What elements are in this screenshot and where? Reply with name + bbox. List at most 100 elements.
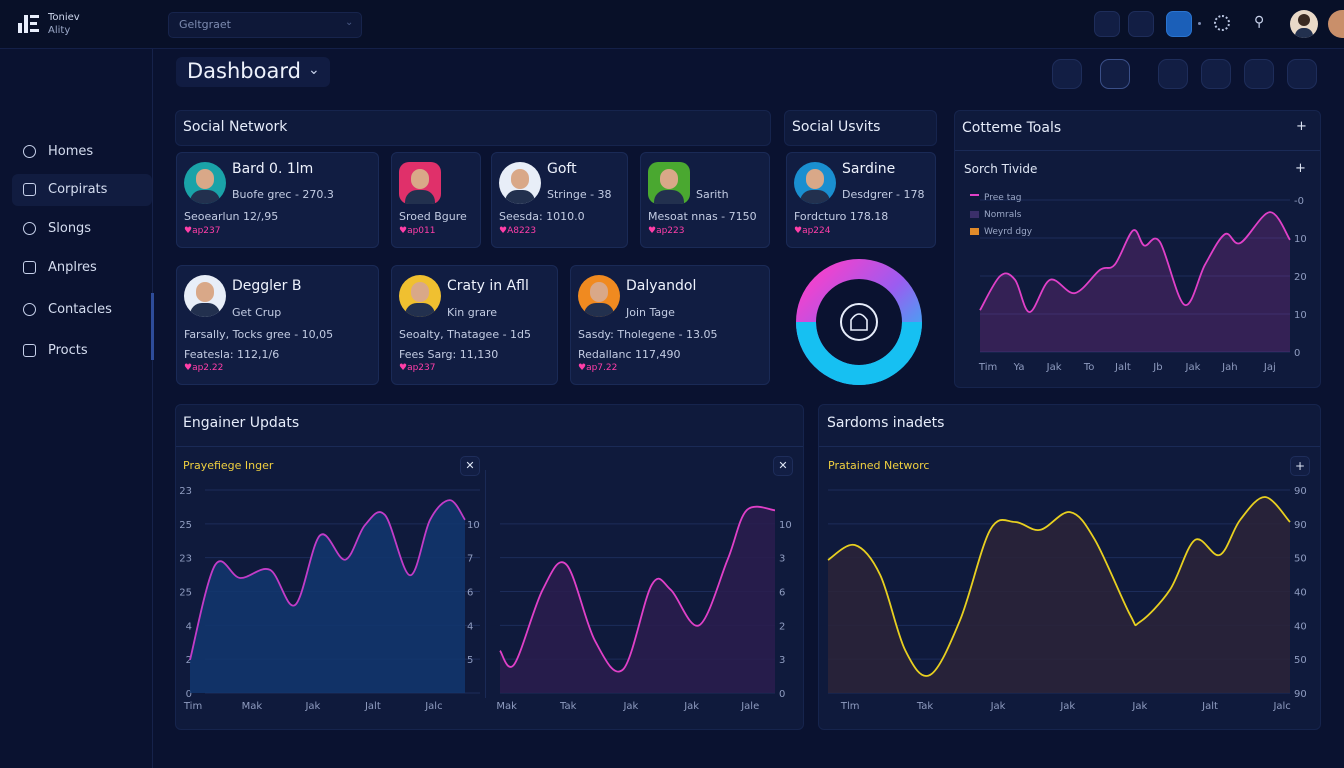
y-tick-label: 0: [1294, 348, 1300, 359]
card-name: Sardine: [842, 161, 896, 177]
panel-subtitle: Prayefiege Inger: [183, 459, 274, 472]
y2-tick-label: 4: [467, 621, 473, 632]
custom-tools-panel: [954, 110, 1321, 388]
x-tick-label: Jak: [1059, 701, 1075, 712]
sidebar: [0, 49, 153, 768]
y-tick-label: 25: [179, 520, 192, 531]
y-tick-label: 90: [1294, 689, 1307, 700]
y-tick-label: 20: [1294, 272, 1307, 283]
top-icon[interactable]: [1094, 11, 1120, 37]
donut-hole: [817, 280, 901, 364]
brand-tagline: Ality: [48, 25, 71, 36]
sidebar-indicator: [151, 293, 154, 360]
tool-icon[interactable]: [1201, 59, 1231, 89]
x-tick-label: Jalc: [424, 701, 442, 712]
card-stat: ♥ap7.22: [578, 363, 618, 373]
close-button[interactable]: ✕: [460, 456, 480, 476]
tool-icon[interactable]: [1244, 59, 1274, 89]
user-avatar[interactable]: [1290, 10, 1318, 38]
search-box[interactable]: Geltgraet ⌄: [168, 12, 362, 38]
x-tick-label: Mak: [242, 701, 263, 712]
dot: [1198, 22, 1201, 25]
top-icon-active[interactable]: [1166, 11, 1192, 37]
tool-icon[interactable]: [1052, 59, 1082, 89]
add-button[interactable]: +: [1296, 119, 1307, 134]
y-tick-label: 3: [779, 554, 785, 565]
card-line: Kin grare: [447, 306, 498, 319]
panel-header: [175, 110, 771, 146]
avatar-body: [190, 303, 220, 317]
close-button[interactable]: ✕: [773, 456, 793, 476]
top-icon[interactable]: [1128, 11, 1154, 37]
area-fill: [500, 506, 775, 693]
y-tick-label: 40: [1294, 588, 1307, 599]
card-name: Bard 0. 1lm: [232, 161, 314, 177]
add-button[interactable]: +: [1295, 161, 1306, 176]
divider: [176, 446, 803, 447]
y-tick-label: 0: [779, 689, 785, 700]
user-avatar-2[interactable]: [1328, 10, 1344, 38]
y-tick-label: 50: [1294, 655, 1307, 666]
y-tick-label: 2: [779, 621, 785, 632]
y-tick-label: 4: [186, 621, 192, 632]
avatar: [184, 162, 226, 204]
card-stat: ♥ap237: [399, 363, 436, 373]
nav-item[interactable]: Slongs: [48, 221, 92, 236]
tool-icon[interactable]: [1100, 59, 1130, 89]
nav-item[interactable]: Anplres: [48, 260, 97, 275]
legend-swatch: [970, 194, 979, 196]
y-tick-label: 10: [779, 520, 792, 531]
avatar-face: [660, 169, 678, 189]
avatar-body: [190, 190, 220, 204]
nav-icon: [23, 183, 36, 196]
avatar-body: [654, 190, 684, 204]
card-stat: ♥ap237: [184, 226, 221, 236]
nav-item[interactable]: Homes: [48, 144, 94, 159]
divider: [485, 470, 486, 698]
card-line: Sasdy: Tholegene - 13.05: [578, 328, 718, 341]
card-line: Redallanc 117,490: [578, 348, 681, 361]
x-tick-label: Jah: [1221, 362, 1237, 373]
y-tick-label: 2: [186, 655, 192, 666]
card-line: Seoalty, Thatagee - 1d5: [399, 328, 532, 341]
tool-icon[interactable]: [1287, 59, 1317, 89]
nav-item[interactable]: Procts: [48, 343, 88, 358]
x-tick-label: Jalt: [364, 701, 381, 712]
area-fill: [980, 212, 1290, 352]
y-tick-label: 50: [1294, 554, 1307, 565]
avatar-face: [806, 169, 824, 189]
settings-icon[interactable]: [1214, 15, 1230, 31]
y-tick-label: 90: [1294, 486, 1307, 497]
x-tick-label: Tlm: [840, 701, 860, 712]
title-box[interactable]: Dashboard ⌄: [176, 57, 330, 87]
nav-item[interactable]: Corpirats: [48, 182, 108, 197]
panel-title: Cotteme Toals: [962, 120, 1062, 136]
brand-name: Toniev: [48, 12, 80, 23]
tool-icon[interactable]: [1158, 59, 1188, 89]
divider: [819, 446, 1320, 447]
avatar: [499, 162, 541, 204]
avatar: [648, 162, 690, 204]
add-button[interactable]: +: [1290, 456, 1310, 476]
avatar-face: [590, 282, 608, 302]
x-tick-label: Jak: [304, 701, 320, 712]
title-caret: ⌄: [308, 62, 320, 78]
nav-icon: [23, 344, 36, 357]
avatar-face: [411, 282, 429, 302]
avatar: [794, 162, 836, 204]
card-name: Craty in Afll: [447, 278, 529, 294]
panel-title: Engainer Updats: [183, 415, 300, 431]
card-line: Farsally, Tocks gree - 10,05: [184, 328, 334, 341]
card-line: Seesda: 1010.0: [499, 210, 585, 223]
legend-label: Pree tag: [984, 193, 1021, 203]
card-line: Mesoat nnas - 7150: [648, 210, 757, 223]
avatar-body: [505, 190, 535, 204]
key-icon[interactable]: ⚲: [1254, 14, 1265, 30]
card-line: Sroed Bgure: [399, 210, 467, 223]
nav-item[interactable]: Contacles: [48, 302, 112, 317]
nav-icon: [23, 303, 36, 316]
x-tick-label: Jak: [1131, 701, 1147, 712]
logo: [18, 15, 40, 33]
avatar: [399, 275, 441, 317]
